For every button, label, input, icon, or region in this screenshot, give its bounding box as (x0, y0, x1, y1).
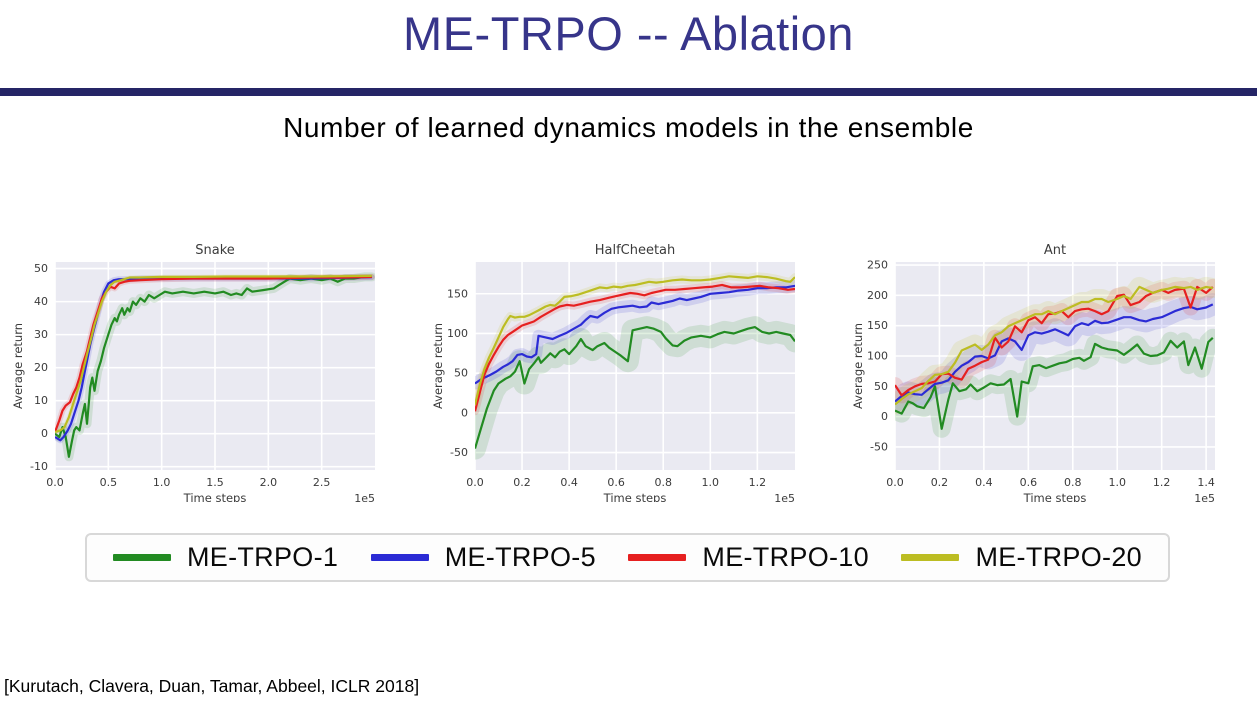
legend: ME-TRPO-1 ME-TRPO-5 ME-TRPO-10 ME-TRPO-20 (85, 533, 1170, 582)
legend-swatch (901, 554, 960, 561)
series-group (55, 272, 375, 462)
x-tick-label: 0.0 (46, 476, 64, 489)
legend-label: ME-TRPO-20 (975, 542, 1142, 572)
x-tick-label: 1.5 (206, 476, 224, 489)
x-tick-label: 0.8 (1064, 476, 1082, 489)
x-tick-label: 1.0 (702, 476, 720, 489)
x-tick-label: 0.8 (654, 476, 672, 489)
x-tick-label: 1.2 (1153, 476, 1171, 489)
y-axis-label: Average return (851, 323, 865, 409)
legend-label: ME-TRPO-1 (187, 542, 339, 572)
y-tick-label: -10 (30, 460, 48, 473)
series-me-trpo-20 (55, 274, 372, 434)
x-offset-label: 1e5 (354, 492, 375, 502)
x-axis-label: Time steps (603, 491, 667, 502)
chart-snake: Snake -10 0 10 20 30 40 50 0.0 0.5 1.0 1.5 2.0 2.5 Tim… (11, 243, 375, 502)
slide-title: ME-TRPO -- Ablation (403, 7, 854, 60)
y-tick-label: 50 (874, 380, 888, 393)
chart-halfcheetah: HalfCheetah -50 0 50 100 150 0.0 0.2 0.4 0.6 0.8 1.… (431, 243, 795, 502)
legend-swatch (628, 554, 687, 561)
y-tick-label: 0 (461, 406, 468, 419)
series-me-trpo-20 (895, 285, 1213, 406)
series-group (475, 272, 795, 460)
x-tick-label: 0.4 (975, 476, 993, 489)
y-axis-label: Average return (11, 323, 25, 409)
y-tick-label: -50 (450, 446, 468, 459)
series-me-trpo-20 (475, 275, 795, 406)
legend-item-me-trpo-20: ME-TRPO-20 (901, 542, 1142, 573)
x-tick-label: 2.5 (313, 476, 331, 489)
x-axis-label: Time steps (1023, 491, 1087, 502)
series-me-trpo-1 (895, 336, 1214, 430)
legend-swatch (370, 554, 429, 561)
x-tick-label: 1.0 (1108, 476, 1126, 489)
x-tick-label: 0.6 (1020, 476, 1038, 489)
x-tick-label: 1.0 (153, 476, 171, 489)
y-tick-label: -50 (870, 440, 888, 453)
y-tick-label: 150 (447, 287, 468, 300)
y-tick-label: 0 (41, 427, 48, 440)
x-tick-label: 0.6 (607, 476, 625, 489)
x-tick-label: 2.0 (260, 476, 278, 489)
x-tick-label: 1.2 (749, 476, 767, 489)
chart-title: Snake (195, 243, 235, 258)
y-tick-label: 100 (447, 327, 468, 340)
x-tick-label: 1.4 (1197, 476, 1215, 489)
y-tick-label: 40 (34, 295, 48, 308)
legend-item-me-trpo-5: ME-TRPO-5 (370, 542, 596, 573)
legend-label: ME-TRPO-10 (702, 542, 869, 572)
y-tick-label: 50 (454, 367, 468, 380)
y-tick-label: 20 (34, 361, 48, 374)
x-offset-label: 1e5 (1194, 492, 1215, 502)
citation: [Kurutach, Clavera, Duan, Tamar, Abbeel,… (4, 676, 420, 696)
series-me-trpo-1 (55, 275, 372, 458)
y-tick-label: 100 (867, 349, 888, 362)
chart-title: Ant (1044, 243, 1066, 258)
chart-title: HalfCheetah (595, 243, 676, 258)
x-tick-label: 0.2 (513, 476, 531, 489)
y-tick-label: 0 (881, 410, 888, 423)
series-me-trpo-10 (475, 283, 795, 412)
y-tick-label: 10 (34, 394, 48, 407)
plot-area (475, 262, 795, 470)
x-tick-label: 0.2 (931, 476, 949, 489)
legend-item-me-trpo-10: ME-TRPO-10 (628, 542, 869, 573)
x-tick-label: 0.0 (886, 476, 904, 489)
y-tick-label: 30 (34, 328, 48, 341)
x-tick-label: 0.4 (560, 476, 578, 489)
x-axis-label: Time steps (183, 491, 247, 502)
legend-item-me-trpo-1: ME-TRPO-1 (113, 542, 338, 573)
slide-subtitle: Number of learned dynamics models in the… (283, 112, 974, 143)
chart-ant: Ant -50 0 50 100 150 200 250 0.0 0.2 0.4 0.6 0.8 1.0 1… (851, 243, 1215, 502)
series-group (895, 276, 1215, 438)
x-tick-label: 0.5 (100, 476, 118, 489)
y-axis-label: Average return (431, 323, 445, 409)
y-tick-label: 250 (867, 259, 888, 272)
y-tick-label: 50 (34, 262, 48, 275)
x-offset-label: 1e5 (774, 492, 795, 502)
y-tick-label: 200 (867, 289, 888, 302)
y-tick-label: 150 (867, 319, 888, 332)
series-me-trpo-1 (475, 326, 795, 449)
x-tick-label: 0.0 (466, 476, 484, 489)
series-me-trpo-5 (895, 303, 1214, 403)
legend-label: ME-TRPO-5 (444, 542, 596, 572)
series-me-trpo-5 (475, 284, 795, 385)
legend-swatch (113, 554, 171, 561)
title-divider (0, 88, 1257, 96)
